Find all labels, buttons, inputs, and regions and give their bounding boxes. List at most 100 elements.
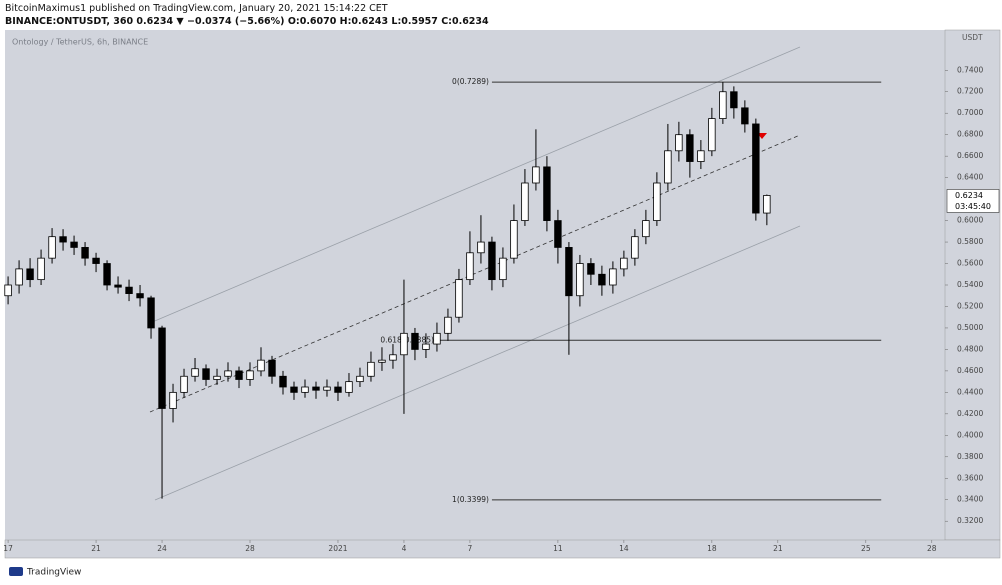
candle-body (103, 263, 111, 286)
y-tick-label: 0.3200 (957, 516, 983, 525)
publish-line: BitcoinMaximus1 published on TradingView… (5, 3, 388, 14)
candle-body (697, 150, 705, 162)
x-tick-label: 18 (707, 544, 717, 553)
candle-body (686, 134, 694, 162)
candle-body (477, 241, 485, 254)
candle-body (345, 381, 353, 393)
candle-body (59, 236, 67, 243)
candle-body (81, 247, 89, 259)
candle-body (532, 166, 540, 184)
candle-body (37, 257, 45, 281)
y-tick-label: 0.4200 (957, 409, 983, 418)
y-tick-label: 0.5000 (957, 323, 983, 332)
candle-body (301, 386, 309, 393)
candle-body (631, 236, 639, 259)
candle-body (543, 166, 551, 221)
y-tick-label: 0.5600 (957, 259, 983, 268)
plot-bg (5, 30, 945, 540)
candle-body (92, 257, 100, 264)
y-tick-label: 0.4000 (957, 430, 983, 439)
candle-body (411, 332, 419, 350)
x-tick-label: 11 (553, 544, 563, 553)
y-tick-label: 0.5400 (957, 280, 983, 289)
countdown: 03:45:40 (955, 202, 991, 211)
brand: TradingView (26, 568, 81, 578)
candle-body (576, 263, 584, 297)
fib-label: 0(0.7289) (452, 77, 489, 86)
currency: USDT (962, 33, 983, 42)
candle-body (664, 150, 672, 184)
candle-body (4, 284, 12, 297)
candle-body (279, 375, 287, 388)
y-tick-label: 0.7000 (957, 108, 983, 117)
time-axis-bg (4, 539, 1001, 559)
channel-mid (149, 134, 801, 413)
price-axis-bg (944, 29, 1001, 541)
candle-body (70, 241, 78, 248)
candle-body (499, 257, 507, 281)
candle-body (609, 268, 617, 286)
y-tick-label: 0.5200 (957, 301, 983, 310)
y-tick-label: 0.3600 (957, 473, 983, 482)
candle-body (312, 386, 320, 391)
candle-body (422, 343, 430, 350)
symbol-line: BINANCE:ONTUSDT, 360 0.6234 ▼ −0.0374 (−… (5, 16, 489, 27)
candle-body (257, 359, 265, 372)
candle-body (158, 327, 166, 409)
y-tick-label: 0.5800 (957, 237, 983, 246)
candle-body (246, 370, 254, 380)
fib-label: 1(0.3399) (452, 495, 489, 504)
candle-body (290, 386, 298, 393)
x-tick-label: 7 (468, 544, 473, 553)
candle-body (730, 91, 738, 109)
candle-body (444, 316, 452, 334)
header: BitcoinMaximus1 published on TradingView… (5, 2, 489, 28)
candle-body (268, 359, 276, 377)
candle-body (169, 391, 177, 409)
candle-body (356, 375, 364, 383)
candle-body (719, 91, 727, 119)
x-tick-label: 14 (619, 544, 629, 553)
y-tick-label: 0.4800 (957, 344, 983, 353)
logo (9, 567, 23, 576)
y-tick-label: 0.6600 (957, 151, 983, 160)
candle-body (763, 195, 771, 214)
candle-body (136, 293, 144, 299)
candle-body (367, 361, 375, 377)
candle-body (389, 354, 397, 361)
candle-body (752, 123, 760, 214)
candle-body (15, 268, 23, 286)
y-tick-label: 0.4600 (957, 366, 983, 375)
last-price-label: 0.6234 (955, 191, 983, 200)
x-tick-label: 17 (3, 544, 13, 553)
candle-body (708, 118, 716, 152)
candle-body (653, 182, 661, 221)
y-tick-label: 0.3800 (957, 452, 983, 461)
candle-body (26, 268, 34, 281)
candle-body (587, 263, 595, 275)
watermark: Ontology / TetherUS, 6h, BINANCE (12, 38, 148, 47)
candle-body (433, 332, 441, 345)
channel-lower (154, 225, 801, 501)
candle-body (466, 252, 474, 281)
candle-body (554, 220, 562, 248)
x-tick-label: 21 (773, 544, 783, 553)
x-tick-label: 4 (402, 544, 407, 553)
y-tick-label: 0.7200 (957, 87, 983, 96)
x-tick-label: 25 (861, 544, 871, 553)
candle-body (400, 332, 408, 356)
candle-body (235, 370, 243, 380)
last-price-badge (946, 189, 1000, 213)
y-tick-label: 0.6800 (957, 130, 983, 139)
x-tick-label: 28 (245, 544, 255, 553)
candle-body (147, 297, 155, 329)
y-tick-label: 0.7400 (957, 65, 983, 74)
y-tick-label: 0.6400 (957, 173, 983, 182)
x-tick-label: 21 (91, 544, 101, 553)
y-tick-label: 0.6000 (957, 216, 983, 225)
candle-body (213, 375, 221, 380)
x-tick-label: 2021 (328, 544, 347, 553)
candle-body (510, 220, 518, 259)
candle-body (180, 375, 188, 393)
